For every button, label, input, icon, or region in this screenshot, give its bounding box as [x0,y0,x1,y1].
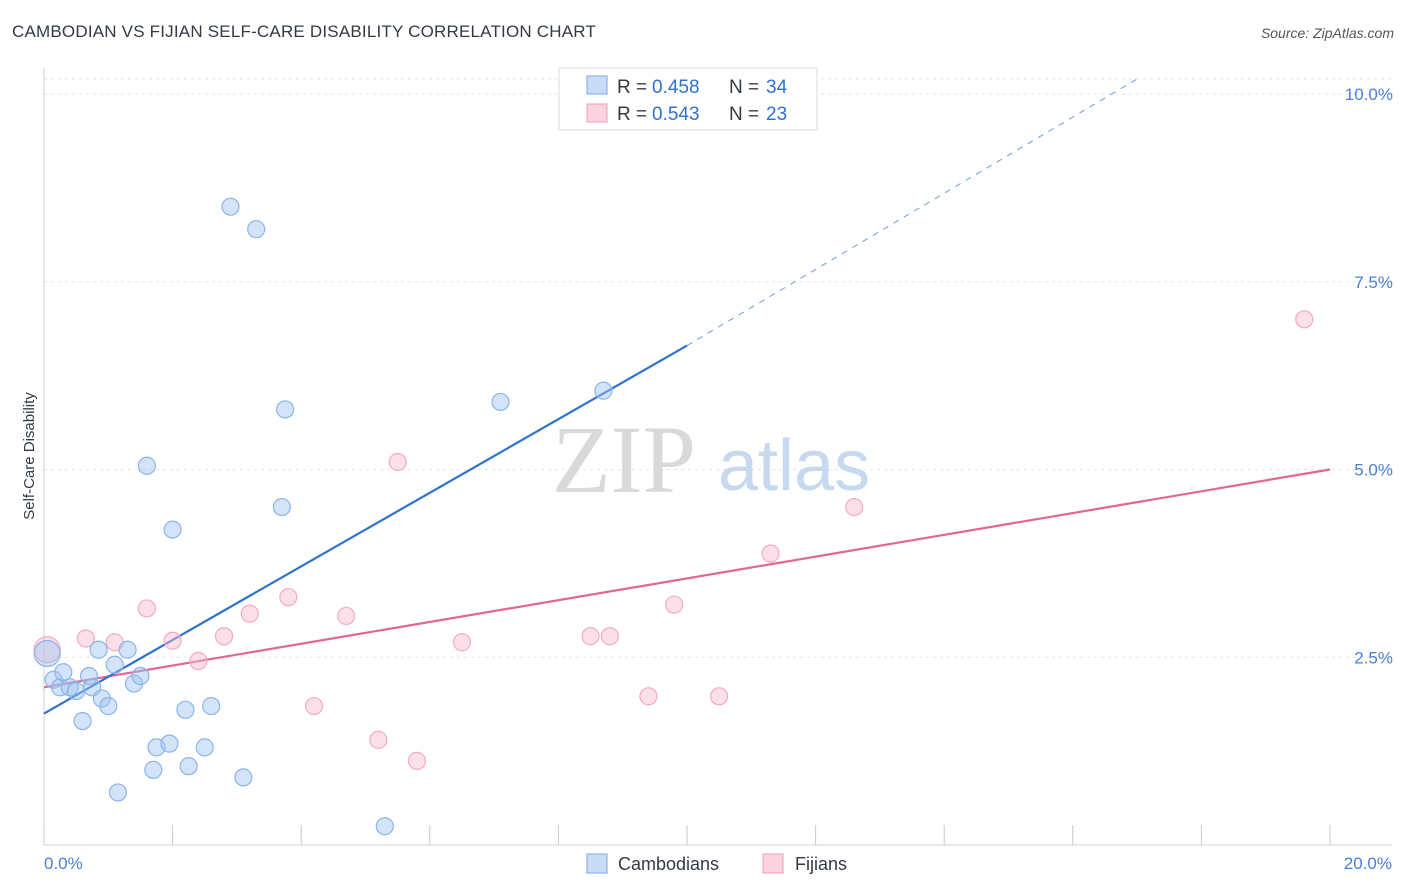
point-cambodians [67,681,86,701]
point-cambodians [54,663,73,682]
point-cambodians [179,757,198,776]
grid-lines [44,78,1392,658]
y-tick-labels: 2.5% 5.0% 7.5% 10.0% [1345,85,1393,667]
point-cambodians [99,696,118,716]
legend-n-label: N = [729,77,759,98]
y-tick-label: 10.0% [1345,85,1393,104]
point-cambodians [131,666,150,686]
point-fijians [189,651,208,671]
point-cambodians [73,711,92,731]
point-fijians [407,751,427,770]
point-cambodians [272,497,292,517]
point-cambodians [92,689,111,708]
point-fijians [1295,310,1314,329]
point-cambodians [594,381,613,400]
point-fijians [240,604,259,623]
point-cambodians [176,700,195,719]
point-cambodians [491,392,510,412]
point-cambodians [118,640,137,659]
legend-n-label: N = [729,104,759,125]
point-cambodians [163,520,182,539]
point-cambodians [375,817,394,836]
point-fijians [665,595,684,614]
legend-r-label: R = [617,104,647,125]
y-axis-title: Self-Care Disability [21,392,38,520]
point-cambodians [160,734,179,753]
point-fijians [388,452,407,472]
point-fijians [369,730,388,749]
point-cambodians [44,670,63,689]
point-cambodians [234,768,253,787]
x-ticks [43,825,1331,845]
y-tick-label: 7.5% [1354,273,1393,292]
point-cambodians [105,655,124,674]
legend-r-value: 0.543 [652,104,700,125]
legend-r-value: 0.458 [652,77,700,98]
stats-legend: R = 0.458 N = 34 R = 0.543 N = 23 [558,67,818,131]
point-fijians [76,629,95,648]
axes [43,68,1392,846]
point-cambodians [144,760,163,780]
point-fijians [761,544,780,563]
legend-row-fijians: R = 0.543 N = 23 [586,103,787,125]
x-tick-label-max: 20.0% [1344,854,1392,873]
source-credit: Source: ZipAtlas.com [1260,25,1394,41]
legend-n-value: 34 [766,77,788,98]
bottom-legend-label-cambodians: Cambodians [618,854,719,874]
trend-line-cambodians [43,344,688,715]
point-cambodians [195,738,214,757]
legend-row-cambodians: R = 0.458 N = 34 [586,75,788,98]
point-cambodians [124,674,144,693]
point-cambodians [137,456,156,475]
legend-swatch-cambodians [586,75,608,95]
trend-extension-cambodians [686,78,1138,347]
point-cambodians [108,783,128,802]
y-tick-label: 5.0% [1354,461,1393,480]
legend-swatch-fijians [586,103,608,123]
legend-n-value: 23 [766,104,787,125]
point-fijians [279,588,298,607]
point-fijians [710,687,729,706]
chart-title: CAMBODIAN VS FIJIAN SELF-CARE DISABILITY… [12,22,597,41]
point-fijians [639,687,658,706]
watermark-zip: ZIP [552,406,696,513]
x-tick-label-min: 0.0% [44,854,83,873]
point-fijians [452,633,472,652]
trend-lines [43,78,1331,715]
trend-line-fijians [43,468,1331,689]
point-fijians [214,627,234,646]
point-cambodians [221,197,240,216]
watermark: ZIP atlas [552,406,870,513]
point-fijians [845,497,864,517]
legend-r-label: R = [617,77,647,98]
series-legend: Cambodians Fijians [586,853,847,874]
point-cambodians [89,640,108,659]
point-cambodians [202,696,221,716]
bottom-legend-label-fijians: Fijians [795,854,847,874]
point-cambodians [247,220,266,239]
point-fijians [581,627,600,646]
point-cambodians [276,400,295,419]
point-fijians [337,606,356,626]
data-points [33,197,1314,836]
watermark-atlas: atlas [718,426,870,506]
bottom-legend-swatch-fijians [762,853,784,874]
point-cambodians [33,639,61,668]
point-fijians [163,631,182,650]
bottom-legend-swatch-cambodians [586,853,608,874]
point-fijians [304,696,324,716]
y-tick-label: 2.5% [1354,648,1393,667]
point-cambodians [79,666,99,686]
point-fijians [600,627,619,646]
point-fijians [137,599,156,618]
